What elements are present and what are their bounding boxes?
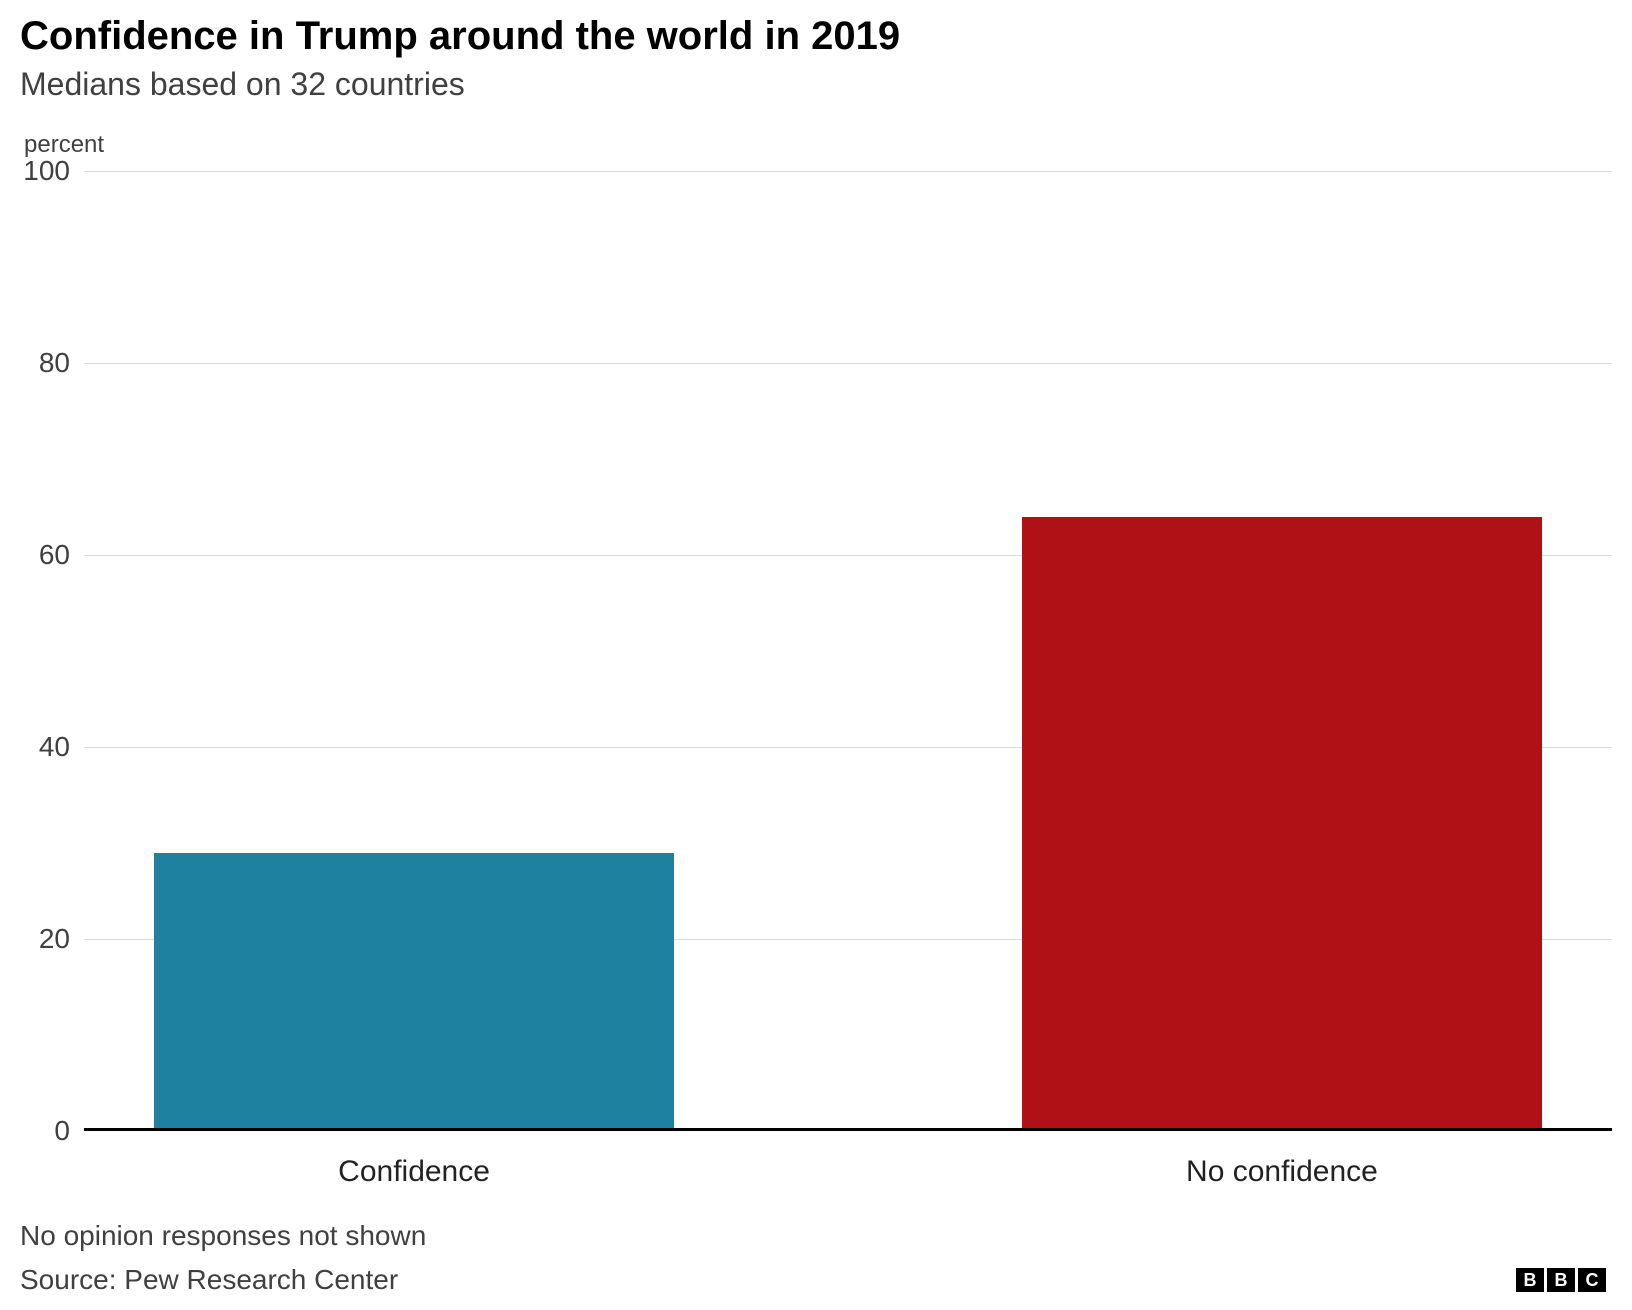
y-tick-label: 60 <box>39 539 84 571</box>
y-axis-label: percent <box>24 131 1612 159</box>
plot-region: 020406080100ConfidenceNo confidence <box>84 171 1612 1131</box>
gridline <box>84 171 1612 172</box>
y-tick-label: 0 <box>54 1115 84 1147</box>
y-tick-label: 20 <box>39 923 84 955</box>
bar <box>1022 517 1542 1131</box>
bbc-logo: B B C <box>1516 1268 1606 1292</box>
chart-subtitle: Medians based on 32 countries <box>20 66 1612 103</box>
y-tick-label: 80 <box>39 347 84 379</box>
bar <box>154 853 674 1131</box>
x-axis-baseline <box>84 1128 1612 1131</box>
chart-title: Confidence in Trump around the world in … <box>20 12 1612 60</box>
gridline <box>84 363 1612 364</box>
y-tick-label: 40 <box>39 731 84 763</box>
logo-letter: C <box>1578 1268 1606 1292</box>
x-tick-label: Confidence <box>338 1131 490 1189</box>
chart-footnote: No opinion responses not shown <box>20 1220 426 1252</box>
x-tick-label: No confidence <box>1186 1131 1378 1189</box>
chart-container: Confidence in Trump around the world in … <box>0 0 1632 1310</box>
chart-area: 020406080100ConfidenceNo confidence <box>84 171 1592 1131</box>
logo-letter: B <box>1516 1268 1544 1292</box>
chart-source: Source: Pew Research Center <box>20 1264 398 1296</box>
y-tick-label: 100 <box>23 155 84 187</box>
logo-letter: B <box>1547 1268 1575 1292</box>
